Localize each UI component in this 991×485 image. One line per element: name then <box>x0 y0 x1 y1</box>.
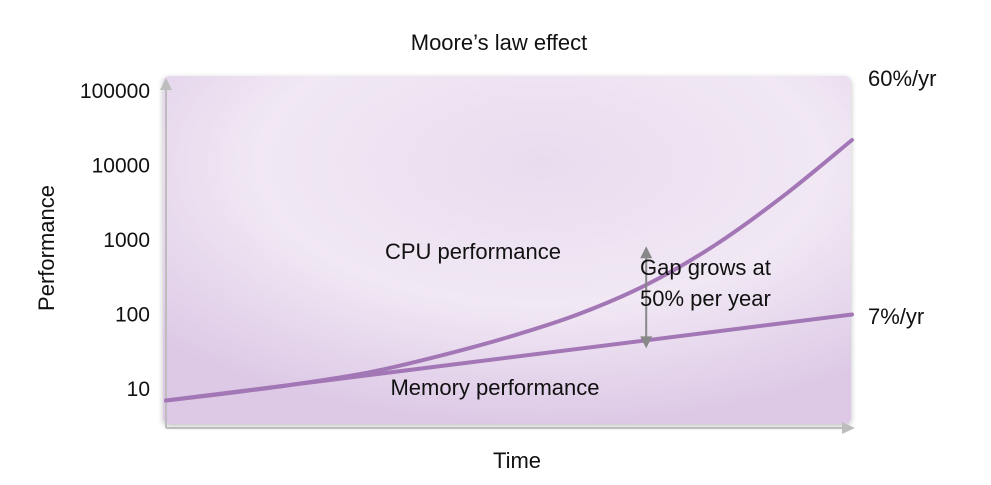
gap-annotation-text: Gap grows at 50% per year <box>640 255 771 311</box>
x-axis-arrowhead <box>842 422 855 434</box>
axes <box>160 78 855 434</box>
y-tick-label: 10000 <box>92 155 150 178</box>
y-ticks: 10 100 1000 10000 100000 <box>80 80 150 401</box>
annotations: Gap grows at 50% per year <box>640 246 771 349</box>
series-rate-label-memory: 7%/yr <box>868 304 924 329</box>
series-rate-label-cpu: 60%/yr <box>868 66 936 91</box>
series-label-cpu: CPU performance <box>385 239 561 264</box>
gap-arrowhead-top <box>640 246 653 259</box>
y-tick-label: 100 <box>115 304 150 327</box>
chart-title: Moore’s law effect <box>411 30 588 55</box>
y-axis-arrowhead <box>160 78 172 90</box>
gap-annotation-line: 50% per year <box>640 286 771 311</box>
gap-annotation-line: Gap grows at <box>640 255 771 280</box>
series-line-memory <box>164 312 854 403</box>
y-axis-label: Performance <box>34 185 59 311</box>
y-tick-label: 100000 <box>80 80 150 103</box>
series-label-memory: Memory performance <box>390 375 599 400</box>
series-lines: CPU performance 60%/yr Memory performance 7… <box>164 66 936 403</box>
y-tick-label: 10 <box>127 378 150 401</box>
x-axis-label: Time <box>493 448 541 473</box>
gap-arrowhead-bottom <box>640 336 653 349</box>
y-tick-label: 1000 <box>103 229 150 252</box>
